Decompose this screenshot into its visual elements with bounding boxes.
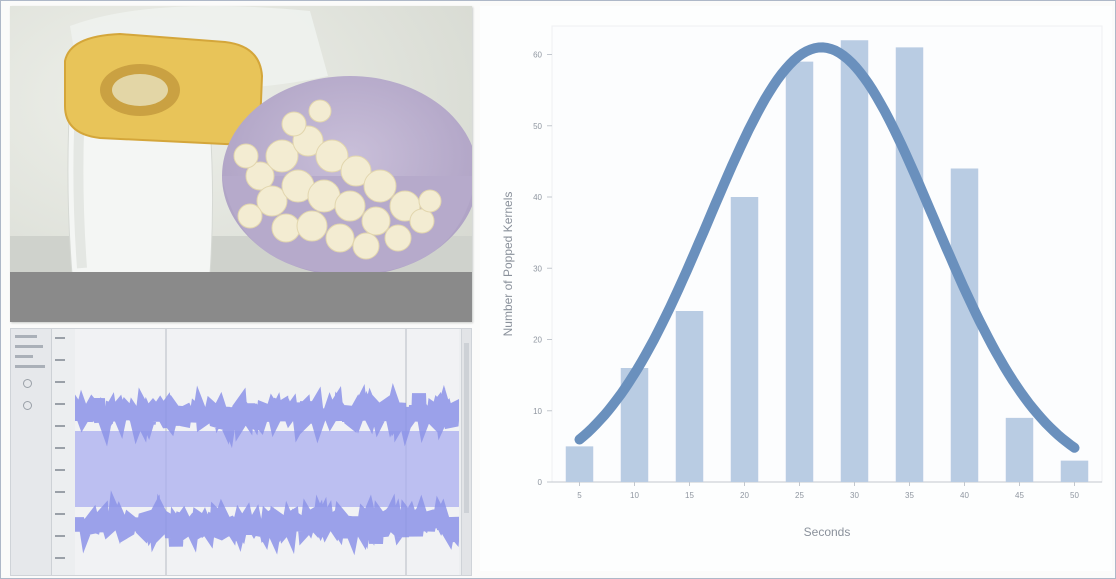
x-tick-label: 45 (1015, 491, 1024, 500)
waveform-sidebar (11, 329, 52, 575)
x-tick-label: 35 (905, 491, 914, 500)
y-tick-label: 0 (538, 478, 543, 487)
radio-icon[interactable] (23, 379, 32, 388)
bar-45 (1005, 417, 1034, 482)
radio-icon[interactable] (23, 401, 32, 410)
sidebar-line (15, 365, 45, 368)
y-tick-label: 60 (533, 51, 542, 60)
y-tick-label: 50 (533, 122, 542, 131)
y-tick-label: 30 (533, 264, 542, 273)
waveform-envelope (75, 490, 459, 556)
x-tick-label: 15 (685, 491, 694, 500)
sidebar-line (15, 335, 37, 338)
x-tick-label: 40 (960, 491, 969, 500)
y-axis-title: Number of Popped Kernels (501, 192, 515, 337)
waveform-band (75, 431, 459, 507)
popcorn-popper-photo-icon (10, 6, 472, 322)
bar-50 (1060, 460, 1089, 482)
x-tick-label: 5 (577, 491, 582, 500)
y-tick-label: 40 (533, 193, 542, 202)
photo-caption-bar (10, 272, 472, 322)
x-tick-label: 50 (1070, 491, 1079, 500)
x-tick-label: 10 (630, 491, 639, 500)
normal-fit-curve (574, 42, 1080, 453)
bar-15 (675, 311, 704, 482)
sidebar-line (15, 345, 43, 348)
waveform-y-axis (55, 337, 65, 559)
waveform-trace (75, 329, 459, 575)
bar-30 (840, 40, 869, 482)
bar-35 (895, 47, 924, 482)
x-tick-label: 20 (740, 491, 749, 500)
scrollbar-thumb[interactable] (464, 343, 469, 513)
bar-20 (730, 197, 759, 482)
sidebar-line (15, 355, 33, 358)
bar-5 (565, 446, 594, 482)
popped-kernels-chart: 5 10 15 20 25 30 35 40 45 50 0 10 20 30 40 50 60 Second… (501, 25, 1103, 539)
popcorn-photo (10, 6, 472, 322)
y-tick-label: 20 (533, 336, 542, 345)
bar-40 (950, 168, 979, 482)
x-tick-label: 30 (850, 491, 859, 500)
y-tick-label: 10 (533, 407, 542, 416)
bar-25 (785, 61, 814, 482)
waveform-envelope (75, 382, 459, 449)
waveform-window (10, 328, 472, 576)
x-tick-label: 25 (795, 491, 804, 500)
vertical-scrollbar[interactable] (461, 329, 471, 575)
x-axis-title: Seconds (804, 525, 851, 539)
